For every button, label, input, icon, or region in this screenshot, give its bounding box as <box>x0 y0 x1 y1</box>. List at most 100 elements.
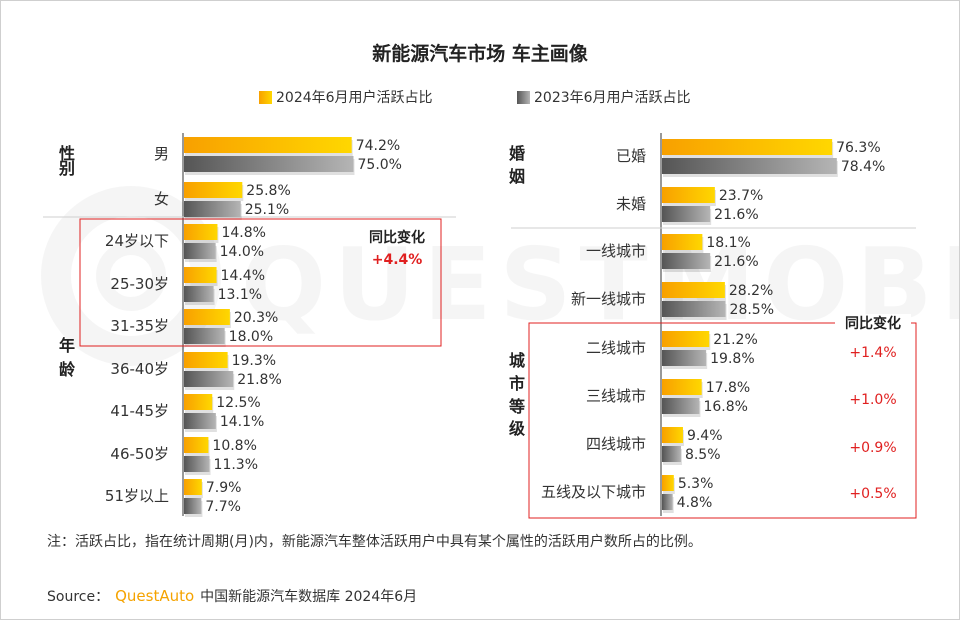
data-label-2023: 28.5% <box>730 302 774 318</box>
group-label-char: 市 <box>509 374 525 393</box>
data-label-2024: 74.2% <box>356 138 400 154</box>
category-label: 新一线城市 <box>571 290 646 308</box>
bar-2023 <box>184 156 354 172</box>
category-label: 五线及以下城市 <box>541 483 646 501</box>
source-prefix: Source： <box>47 589 110 605</box>
bar-2023 <box>662 398 700 414</box>
data-label-2024: 17.8% <box>706 380 750 396</box>
category-label: 31-35岁 <box>110 317 169 335</box>
highlight-box <box>528 322 917 519</box>
yoy-change-value: +0.9% <box>849 440 896 456</box>
data-label-2024: 7.9% <box>206 480 242 496</box>
group-label-char: 等 <box>508 397 525 416</box>
category-label: 25-30岁 <box>110 275 169 293</box>
source-text: 中国新能源汽车数据库 2024年6月 <box>200 589 418 605</box>
data-label-2024: 12.5% <box>216 395 260 411</box>
group-label-char: 城 <box>509 351 525 370</box>
data-label-2023: 19.8% <box>710 351 754 367</box>
data-label-2023: 14.0% <box>220 244 264 260</box>
yoy-change-title: 同比变化 <box>369 229 425 246</box>
bar-2024 <box>662 427 683 443</box>
bar-2024 <box>184 224 218 240</box>
bar-2023 <box>184 498 202 514</box>
chart-title: 新能源汽车市场 车主画像 <box>372 43 588 65</box>
data-label-2024: 14.4% <box>221 268 265 284</box>
bar-2023 <box>184 371 234 387</box>
category-label: 36-40岁 <box>110 360 169 378</box>
category-label: 46-50岁 <box>110 445 169 463</box>
category-label: 41-45岁 <box>110 402 169 420</box>
category-label: 未婚 <box>616 195 646 213</box>
data-label-2023: 21.8% <box>237 372 281 388</box>
bar-2024 <box>662 282 725 298</box>
highlight-box <box>79 218 442 347</box>
data-label-2023: 18.0% <box>229 329 273 345</box>
group-label-char: 级 <box>509 419 526 438</box>
category-label: 已婚 <box>616 147 646 165</box>
category-label: 一线城市 <box>586 242 646 260</box>
data-label-2024: 9.4% <box>687 428 723 444</box>
bar-2024 <box>184 394 213 410</box>
bar-2024 <box>662 139 833 155</box>
legend-swatch-2023 <box>517 90 530 104</box>
category-label: 男 <box>154 145 169 163</box>
yoy-change-value: +1.4% <box>849 345 896 361</box>
bar-2024 <box>662 379 702 395</box>
yoy-change-value: +0.5% <box>849 486 896 502</box>
group-label-char: 婚 <box>509 144 525 163</box>
data-label-2024: 5.3% <box>678 476 714 492</box>
bar-2023 <box>662 446 681 462</box>
bar-2024 <box>662 187 715 203</box>
legend-label-2023: 2023年6月用户活跃占比 <box>534 90 691 106</box>
bar-2023 <box>184 286 214 302</box>
data-label-2024: 23.7% <box>719 188 763 204</box>
bar-2023 <box>184 243 216 259</box>
data-label-2023: 25.1% <box>245 202 289 218</box>
yoy-title-backing <box>835 314 911 334</box>
category-label: 三线城市 <box>586 387 646 405</box>
data-label-2024: 28.2% <box>729 283 773 299</box>
bar-2023 <box>662 206 711 222</box>
legend-item-2023: 2023年6月用户活跃占比 <box>517 87 691 107</box>
bar-2024 <box>184 309 230 325</box>
data-label-2023: 21.6% <box>714 254 758 270</box>
source-line: Source： QuestAuto 中国新能源汽车数据库 2024年6月 <box>47 586 417 606</box>
category-label: 二线城市 <box>586 339 646 357</box>
category-label: 四线城市 <box>586 435 646 453</box>
bar-2023 <box>662 301 726 317</box>
bar-2023 <box>184 456 210 472</box>
legend-item-2024: 2024年6月用户活跃占比 <box>259 87 433 107</box>
yoy-change-value: +1.0% <box>849 392 896 408</box>
bar-2023 <box>184 413 216 429</box>
footnote: 注：活跃占比，指在统计周期(月)内，新能源汽车整体活跃用户中具有某个属性的活跃用… <box>47 534 702 550</box>
group-label-char: 性 <box>59 144 75 163</box>
group-label-char: 年 <box>59 336 75 355</box>
legend-swatch-2024 <box>259 90 272 104</box>
group-label-char: 龄 <box>59 360 76 379</box>
category-label: 51岁以上 <box>105 487 169 505</box>
yoy-change-value: +4.4% <box>372 252 423 268</box>
bar-2024 <box>662 475 674 491</box>
data-label-2023: 13.1% <box>218 287 262 303</box>
data-label-2024: 14.8% <box>221 225 265 241</box>
data-label-2024: 25.8% <box>246 183 290 199</box>
bar-2023 <box>662 158 837 174</box>
bar-2024 <box>184 267 217 283</box>
data-label-2023: 8.5% <box>685 447 721 463</box>
bar-2024 <box>662 331 710 347</box>
source-brand: QuestAuto <box>115 587 195 605</box>
bar-2024 <box>184 137 352 153</box>
bar-2024 <box>184 437 209 453</box>
data-label-2023: 7.7% <box>205 499 241 515</box>
bar-2024 <box>184 479 202 495</box>
bar-2024 <box>662 234 703 250</box>
data-label-2023: 14.1% <box>220 414 264 430</box>
data-label-2024: 19.3% <box>232 353 276 369</box>
data-label-2024: 20.3% <box>234 310 278 326</box>
bar-2023 <box>662 494 673 510</box>
bar-2023 <box>184 328 225 344</box>
bar-2023 <box>184 201 241 217</box>
bar-2023 <box>662 253 711 269</box>
